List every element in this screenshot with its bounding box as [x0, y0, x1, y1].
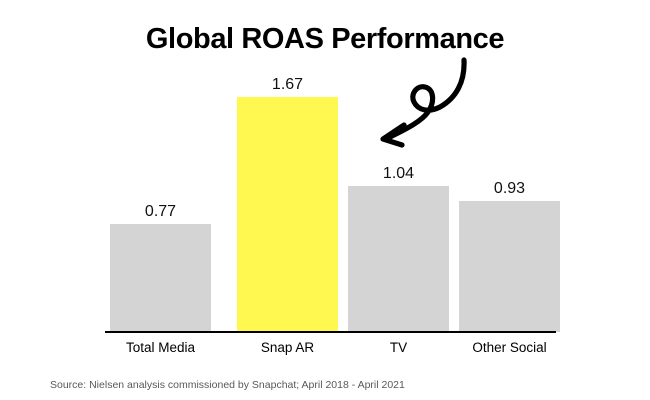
bar-tv[interactable] — [348, 186, 449, 332]
category-label-tv: TV — [389, 340, 408, 355]
bar-total-media[interactable] — [110, 224, 211, 332]
category-label-total-media: Total Media — [125, 340, 196, 355]
bar-value-other-social: 0.93 — [493, 180, 526, 197]
bar-value-snap-ar: 1.67 — [271, 76, 304, 93]
category-label-other-social: Other Social — [472, 340, 547, 355]
bar-other-social[interactable] — [459, 201, 560, 332]
curved-arrow-icon — [380, 57, 467, 148]
chart-title: Global ROAS Performance — [145, 23, 505, 55]
category-label-snap-ar: Snap AR — [260, 340, 315, 355]
x-axis-line — [105, 331, 556, 333]
source-note: Source: Nielsen analysis commissioned by… — [50, 379, 405, 391]
bar-value-tv: 1.04 — [382, 165, 415, 182]
bar-value-total-media: 0.77 — [144, 203, 177, 220]
bar-snap-ar[interactable] — [237, 97, 338, 332]
